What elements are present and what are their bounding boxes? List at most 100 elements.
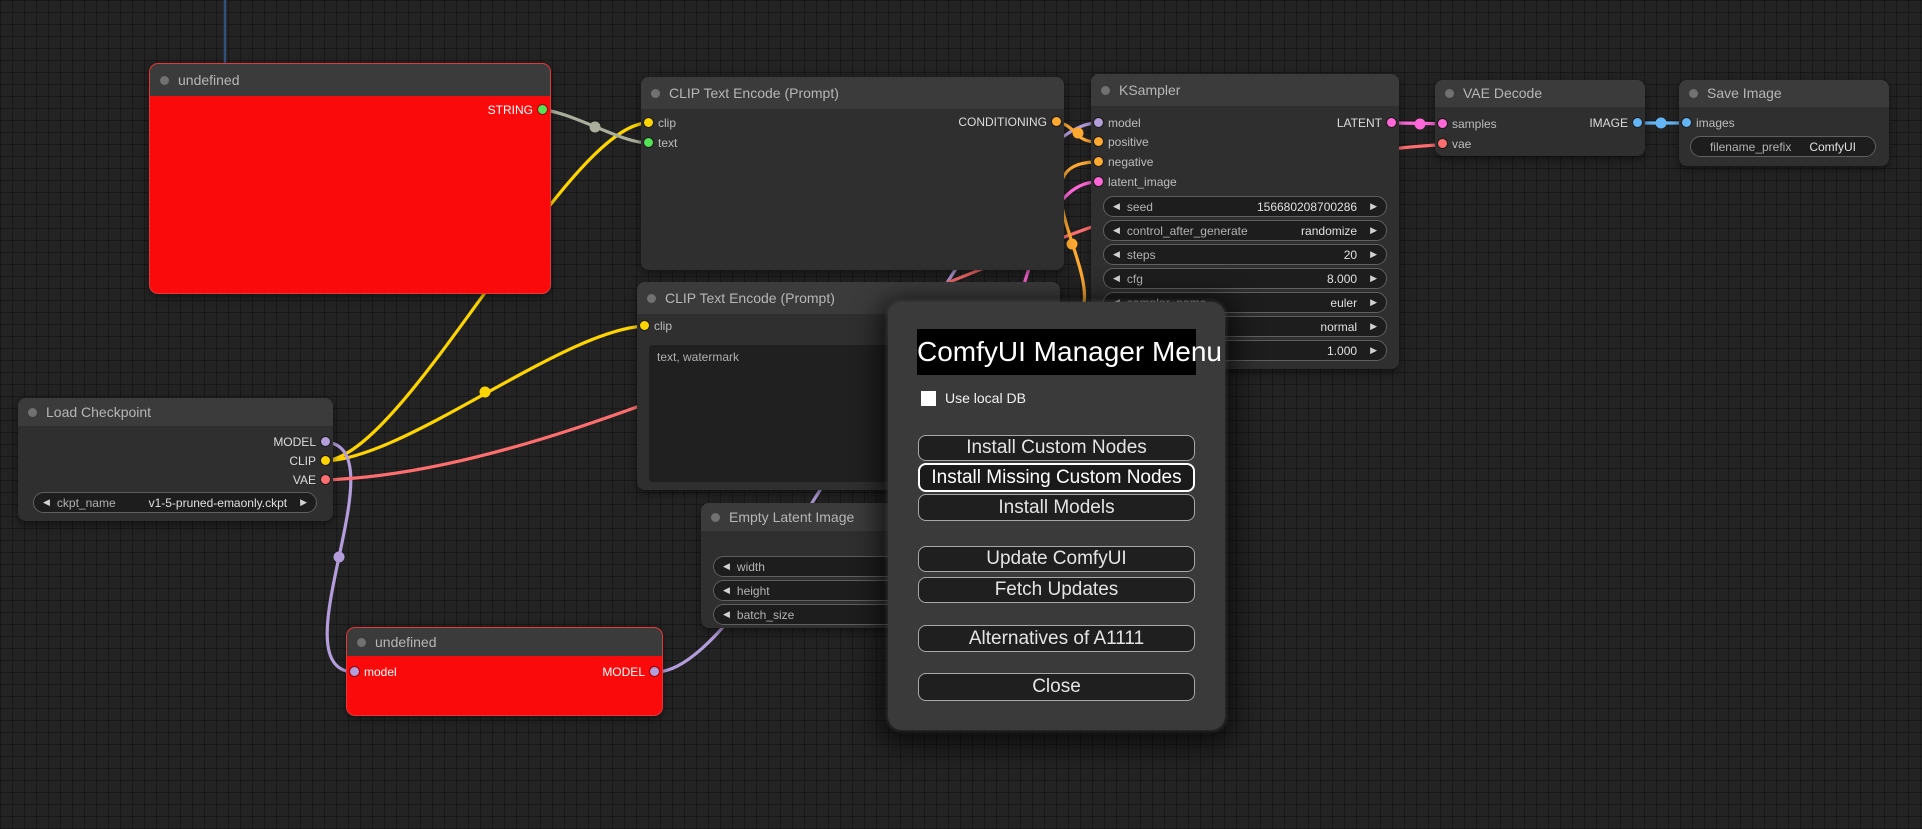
install-custom-nodes-button[interactable]: Install Custom Nodes: [918, 435, 1195, 461]
node-title-bar[interactable]: CLIP Text Encode (Prompt): [641, 77, 1064, 109]
increment-arrow-icon[interactable]: ▶: [1370, 249, 1377, 259]
node-title: Empty Latent Image: [729, 509, 855, 525]
conditioning-output-dot[interactable]: [1052, 117, 1061, 126]
batch-size-widget[interactable]: ◀ batch_size: [713, 604, 919, 625]
fetch-updates-button[interactable]: Fetch Updates: [918, 577, 1195, 603]
decrement-arrow-icon[interactable]: ◀: [1113, 201, 1120, 211]
install-missing-custom-nodes-button[interactable]: Install Missing Custom Nodes: [918, 463, 1195, 492]
widget-label: steps: [1126, 247, 1156, 262]
decrement-arrow-icon[interactable]: ◀: [723, 609, 730, 619]
increment-arrow-icon[interactable]: ▶: [1370, 345, 1377, 355]
filename-prefix-widget[interactable]: filename_prefix ComfyUI: [1690, 136, 1876, 157]
increment-arrow-icon[interactable]: ▶: [1370, 321, 1377, 331]
steps-widget[interactable]: ◀ steps 20 ▶: [1103, 244, 1387, 265]
output-slot-model: MODEL: [602, 664, 662, 680]
model-output-dot[interactable]: [650, 667, 659, 676]
decrement-arrow-icon[interactable]: ◀: [1113, 273, 1120, 283]
images-input-dot[interactable]: [1682, 118, 1691, 127]
node-title: CLIP Text Encode (Prompt): [665, 290, 835, 306]
collapse-dot-icon[interactable]: [647, 293, 656, 303]
widget-label: seed: [1126, 199, 1153, 214]
node-undefined-bottom[interactable]: undefined model MODEL: [347, 628, 662, 715]
decrement-arrow-icon[interactable]: ◀: [1113, 249, 1120, 259]
alternatives-of-a1111-button[interactable]: Alternatives of A1111: [918, 625, 1195, 652]
seed-widget[interactable]: ◀ seed 156680208700286 ▶: [1103, 196, 1387, 217]
node-load-checkpoint[interactable]: Load Checkpoint MODEL CLIP VAE ◀ ckpt_na…: [18, 398, 333, 521]
increment-arrow-icon[interactable]: ▶: [1370, 225, 1377, 235]
node-ksampler[interactable]: KSampler model positive negative latent_…: [1091, 74, 1399, 369]
text-input-dot[interactable]: [644, 138, 653, 147]
node-title: KSampler: [1119, 82, 1181, 98]
use-local-db-checkbox[interactable]: [921, 390, 936, 406]
increment-arrow-icon[interactable]: ▶: [1370, 297, 1377, 307]
clip-input-dot[interactable]: [640, 321, 649, 330]
widget-value: 156680208700286: [1256, 199, 1358, 214]
slot-label: model: [364, 665, 397, 679]
node-title-bar[interactable]: undefined: [347, 628, 662, 656]
node-title-bar[interactable]: Load Checkpoint: [18, 398, 333, 426]
control-after-generate-widget[interactable]: ◀ control_after_generate randomize ▶: [1103, 220, 1387, 241]
ckpt-name-widget[interactable]: ◀ ckpt_name v1-5-pruned-emaonly.ckpt ▶: [33, 492, 317, 513]
slot-label: clip: [658, 116, 677, 130]
widget-value: 8.000: [1327, 271, 1358, 286]
install-models-button[interactable]: Install Models: [918, 494, 1195, 521]
vae-output-dot[interactable]: [321, 475, 330, 484]
node-title-bar[interactable]: KSampler: [1091, 74, 1399, 106]
widget-label: height: [736, 583, 770, 598]
collapse-dot-icon[interactable]: [28, 407, 37, 417]
node-vae-decode[interactable]: VAE Decode samples vae IMAGE: [1435, 80, 1645, 156]
negative-input-dot[interactable]: [1094, 157, 1103, 166]
node-title-bar[interactable]: undefined: [150, 64, 550, 96]
positive-input-dot[interactable]: [1094, 137, 1103, 146]
collapse-dot-icon[interactable]: [1689, 89, 1698, 98]
slot-label: vae: [1452, 137, 1472, 151]
widget-value: 20: [1343, 247, 1358, 262]
collapse-dot-icon[interactable]: [357, 637, 366, 647]
string-output-dot[interactable]: [538, 105, 547, 114]
collapse-dot-icon[interactable]: [1101, 85, 1110, 95]
decrement-arrow-icon[interactable]: ◀: [1113, 225, 1120, 235]
output-label: LATENT: [1336, 116, 1382, 130]
node-title-bar[interactable]: Save Image: [1679, 80, 1889, 107]
increment-arrow-icon[interactable]: ▶: [1370, 273, 1377, 283]
latent-image-input-dot[interactable]: [1094, 177, 1103, 186]
slot-label: text: [658, 136, 678, 150]
image-output-dot[interactable]: [1633, 118, 1642, 127]
decrement-arrow-icon[interactable]: ◀: [43, 497, 50, 507]
slot-label: clip: [654, 319, 673, 333]
node-title: Load Checkpoint: [46, 404, 152, 420]
cfg-widget[interactable]: ◀ cfg 8.000 ▶: [1103, 268, 1387, 289]
collapse-dot-icon[interactable]: [160, 75, 169, 85]
update-comfyui-button[interactable]: Update ComfyUI: [918, 546, 1195, 572]
dialog-title: ComfyUI Manager Menu: [917, 329, 1222, 375]
increment-arrow-icon[interactable]: ▶: [300, 497, 307, 507]
node-save-image[interactable]: Save Image images filename_prefix ComfyU…: [1679, 80, 1889, 166]
output-label: MODEL: [602, 665, 645, 679]
model-input-dot[interactable]: [350, 667, 359, 676]
collapse-dot-icon[interactable]: [1445, 89, 1454, 98]
height-widget[interactable]: ◀ height: [713, 580, 919, 601]
node-clip-text-encode-1[interactable]: CLIP Text Encode (Prompt) clip text COND…: [641, 77, 1064, 270]
width-widget[interactable]: ◀ width: [713, 556, 919, 577]
clip-input-dot[interactable]: [644, 118, 653, 127]
model-input-dot[interactable]: [1094, 118, 1103, 127]
node-undefined-top[interactable]: undefined STRING: [150, 64, 550, 293]
input-slot-negative: negative: [1091, 154, 1153, 170]
close-button[interactable]: Close: [918, 673, 1195, 701]
model-output-dot[interactable]: [321, 437, 330, 446]
slot-label: positive: [1108, 135, 1149, 149]
widget-value: normal: [1320, 319, 1358, 334]
samples-input-dot[interactable]: [1438, 119, 1447, 128]
node-title-bar[interactable]: VAE Decode: [1435, 80, 1645, 107]
clip-output-dot[interactable]: [321, 456, 330, 465]
increment-arrow-icon[interactable]: ▶: [1370, 201, 1377, 211]
collapse-dot-icon[interactable]: [711, 512, 720, 522]
output-slot-vae: VAE: [293, 472, 333, 488]
collapse-dot-icon[interactable]: [651, 88, 660, 98]
vae-input-dot[interactable]: [1438, 139, 1447, 148]
decrement-arrow-icon[interactable]: ◀: [723, 585, 730, 595]
node-title: undefined: [178, 72, 240, 88]
latent-output-dot[interactable]: [1387, 118, 1396, 127]
decrement-arrow-icon[interactable]: ◀: [723, 561, 730, 571]
